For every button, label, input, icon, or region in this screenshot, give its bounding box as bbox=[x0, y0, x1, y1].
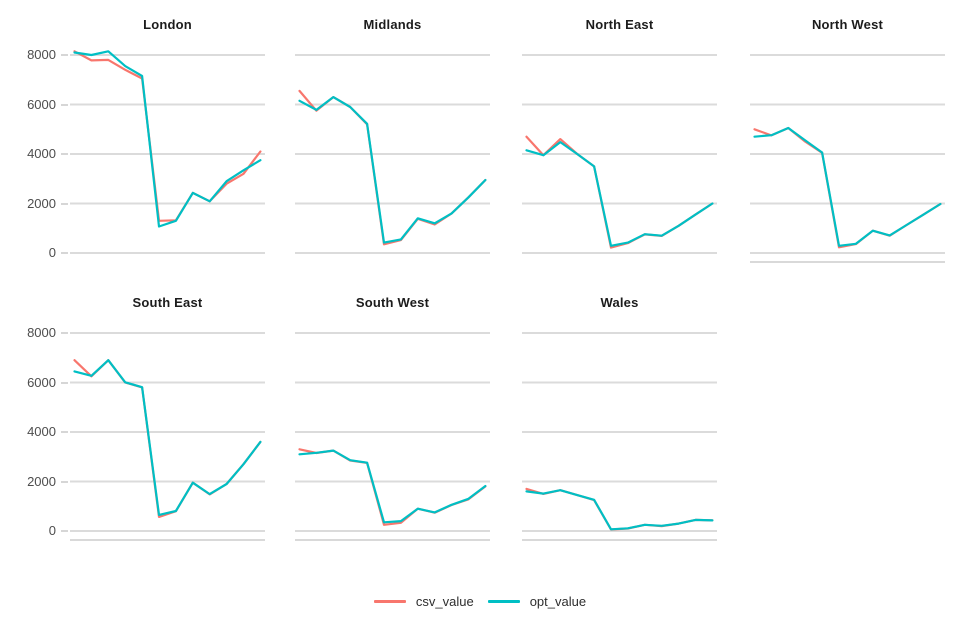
facet-title-north-east: North East bbox=[585, 17, 654, 32]
y-axis-tick bbox=[61, 381, 68, 384]
series-line-opt_value-london bbox=[73, 50, 262, 228]
facet-plot-north-west bbox=[750, 54, 945, 263]
facet-title-north-west: North West bbox=[811, 17, 884, 32]
facet-plot-midlands bbox=[295, 54, 490, 254]
y-axis-label-row0-2000: 2000 bbox=[27, 195, 56, 211]
y-axis-label-row1-2000: 2000 bbox=[27, 473, 56, 489]
y-axis-label-row1-6000: 6000 bbox=[27, 374, 56, 390]
y-axis-tick bbox=[61, 103, 68, 106]
facet-plot-south-east bbox=[70, 332, 265, 541]
series-line-opt_value-north-west bbox=[753, 126, 942, 247]
chart-legend: csv_value opt_value bbox=[0, 592, 960, 610]
legend-item-opt-value: opt_value bbox=[487, 593, 587, 609]
series-line-opt_value-wales bbox=[525, 489, 714, 531]
legend-line-swatch-opt bbox=[487, 599, 520, 603]
y-axis-tick bbox=[61, 480, 68, 483]
y-axis-label-row1-0: 0 bbox=[48, 523, 56, 538]
facet-plot-south-west bbox=[295, 332, 490, 541]
facet-title-south-east: South East bbox=[132, 295, 203, 310]
series-line-opt_value-north-east bbox=[525, 140, 714, 247]
legend-item-csv-value: csv_value bbox=[373, 593, 474, 609]
y-axis-label-row0-0: 0 bbox=[48, 245, 56, 260]
y-axis-tick bbox=[61, 153, 68, 155]
facet-title-south-west: South West bbox=[355, 295, 430, 310]
y-axis-tick bbox=[61, 530, 68, 532]
series-line-csv_value-midlands bbox=[298, 89, 487, 246]
facet-title-midlands: Midlands bbox=[363, 17, 422, 32]
y-axis-tick bbox=[61, 54, 68, 56]
facet-plot-london bbox=[70, 50, 265, 254]
series-line-csv_value-london bbox=[73, 50, 262, 222]
legend-line-swatch-csv bbox=[373, 599, 406, 603]
y-axis-tick bbox=[61, 332, 68, 334]
y-axis-tick bbox=[61, 202, 68, 205]
series-line-csv_value-north-west bbox=[753, 126, 942, 249]
facet-plot-wales bbox=[522, 332, 717, 541]
y-axis-tick bbox=[61, 252, 68, 254]
series-line-csv_value-south-west bbox=[298, 448, 487, 526]
facet-title-wales: Wales bbox=[600, 295, 639, 310]
y-axis-label-row1-8000: 8000 bbox=[27, 325, 56, 340]
y-axis-label-row1-4000: 4000 bbox=[27, 424, 56, 439]
y-axis-label-row0-4000: 4000 bbox=[27, 146, 56, 161]
facet-plot-north-east bbox=[522, 54, 717, 254]
y-axis-tick bbox=[61, 431, 68, 433]
y-axis-label-row0-6000: 6000 bbox=[27, 96, 56, 112]
facet-title-london: London bbox=[143, 17, 192, 32]
y-axis-label-row0-8000: 8000 bbox=[27, 47, 56, 62]
series-line-opt_value-south-west bbox=[298, 449, 487, 524]
series-line-opt_value-south-east bbox=[73, 359, 262, 516]
series-line-opt_value-midlands bbox=[298, 95, 487, 244]
legend-label-csv: csv_value bbox=[415, 593, 474, 609]
series-line-csv_value-south-east bbox=[73, 359, 262, 518]
legend-label-opt: opt_value bbox=[529, 593, 587, 609]
